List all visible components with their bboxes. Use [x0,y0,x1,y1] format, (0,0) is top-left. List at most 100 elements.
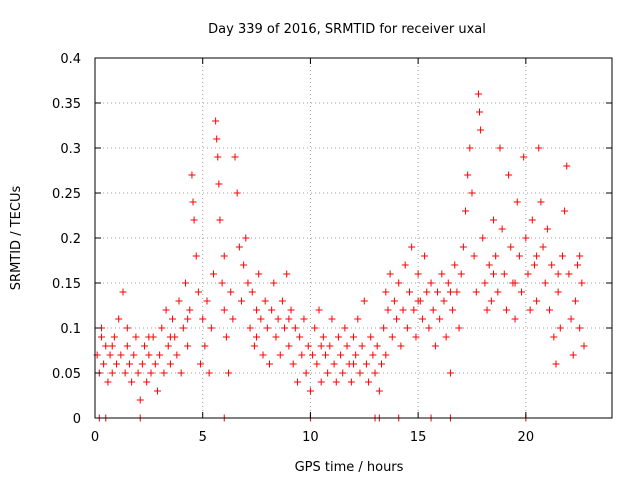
data-point [425,324,433,332]
data-point [248,288,256,296]
data-point [190,216,198,224]
data-point [371,369,379,377]
data-point [153,387,161,395]
data-point [240,261,248,269]
data-point [189,198,197,206]
data-point [533,297,541,305]
data-point [369,351,377,359]
data-point [378,360,386,368]
data-point [158,324,166,332]
data-point [296,333,304,341]
y-tick-label: 0.3 [60,142,81,157]
data-point [466,144,474,152]
data-point [156,351,164,359]
x-tick-label: 0 [91,430,99,445]
data-point [309,351,317,359]
data-point [483,306,491,314]
data-point [263,324,271,332]
data-point [192,252,200,260]
data-point [328,315,336,323]
y-tick-label: 0.05 [52,367,81,382]
data-point [468,189,476,197]
data-point [102,342,110,350]
data-point [535,144,543,152]
data-point [207,324,215,332]
data-point [576,324,584,332]
data-point [108,369,116,377]
data-point [453,288,461,296]
data-point [365,378,373,386]
data-point [399,306,407,314]
data-point [293,378,301,386]
data-point [300,315,308,323]
data-point [181,279,189,287]
data-point [173,351,181,359]
data-point [287,306,295,314]
data-point [104,378,112,386]
x-axis-label: GPS time / hours [295,460,404,475]
data-point [388,333,396,341]
data-point [380,324,388,332]
data-point [121,369,129,377]
data-point [446,288,454,296]
data-point [384,306,392,314]
data-point [373,342,381,350]
data-point [326,342,334,350]
data-point [481,279,489,287]
data-point [250,342,258,350]
chart-title: Day 339 of 2016, SRMTID for receiver uxa… [208,22,486,37]
data-point [414,297,422,305]
data-point [337,351,345,359]
data-point [164,342,172,350]
data-point [216,216,224,224]
data-point [390,297,398,305]
x-tick-label: 5 [199,430,207,445]
data-point [272,333,280,341]
data-point [108,342,116,350]
data-point [360,297,368,305]
data-point [339,369,347,377]
data-point [358,342,366,350]
data-point [276,351,284,359]
data-point [395,279,403,287]
data-point [257,315,265,323]
data-point [477,126,485,134]
data-point [169,315,177,323]
data-point [242,234,250,242]
data-point [123,342,131,350]
data-point [302,369,310,377]
data-point [498,225,506,233]
data-point [436,315,444,323]
data-point [145,351,153,359]
data-point [492,252,500,260]
data-point [567,315,575,323]
data-point [259,351,267,359]
data-point [429,306,437,314]
data-point [330,360,338,368]
data-point [215,180,223,188]
data-point [205,369,213,377]
data-point [201,342,209,350]
data-point [289,360,297,368]
data-point [427,279,435,287]
data-point [496,144,504,152]
data-point [408,243,416,251]
data-point [166,360,174,368]
data-point [565,270,573,278]
data-point [442,333,450,341]
data-point [253,306,261,314]
y-tick-label: 0.35 [52,97,81,112]
data-point [386,270,394,278]
data-point [438,270,446,278]
data-point [315,306,323,314]
data-point [347,378,355,386]
data-point [515,252,523,260]
data-point [136,396,144,404]
data-point [268,306,276,314]
data-point [520,153,528,161]
data-point [561,207,569,215]
data-point [194,288,202,296]
data-point [449,306,457,314]
data-point [341,324,349,332]
data-point [393,315,401,323]
